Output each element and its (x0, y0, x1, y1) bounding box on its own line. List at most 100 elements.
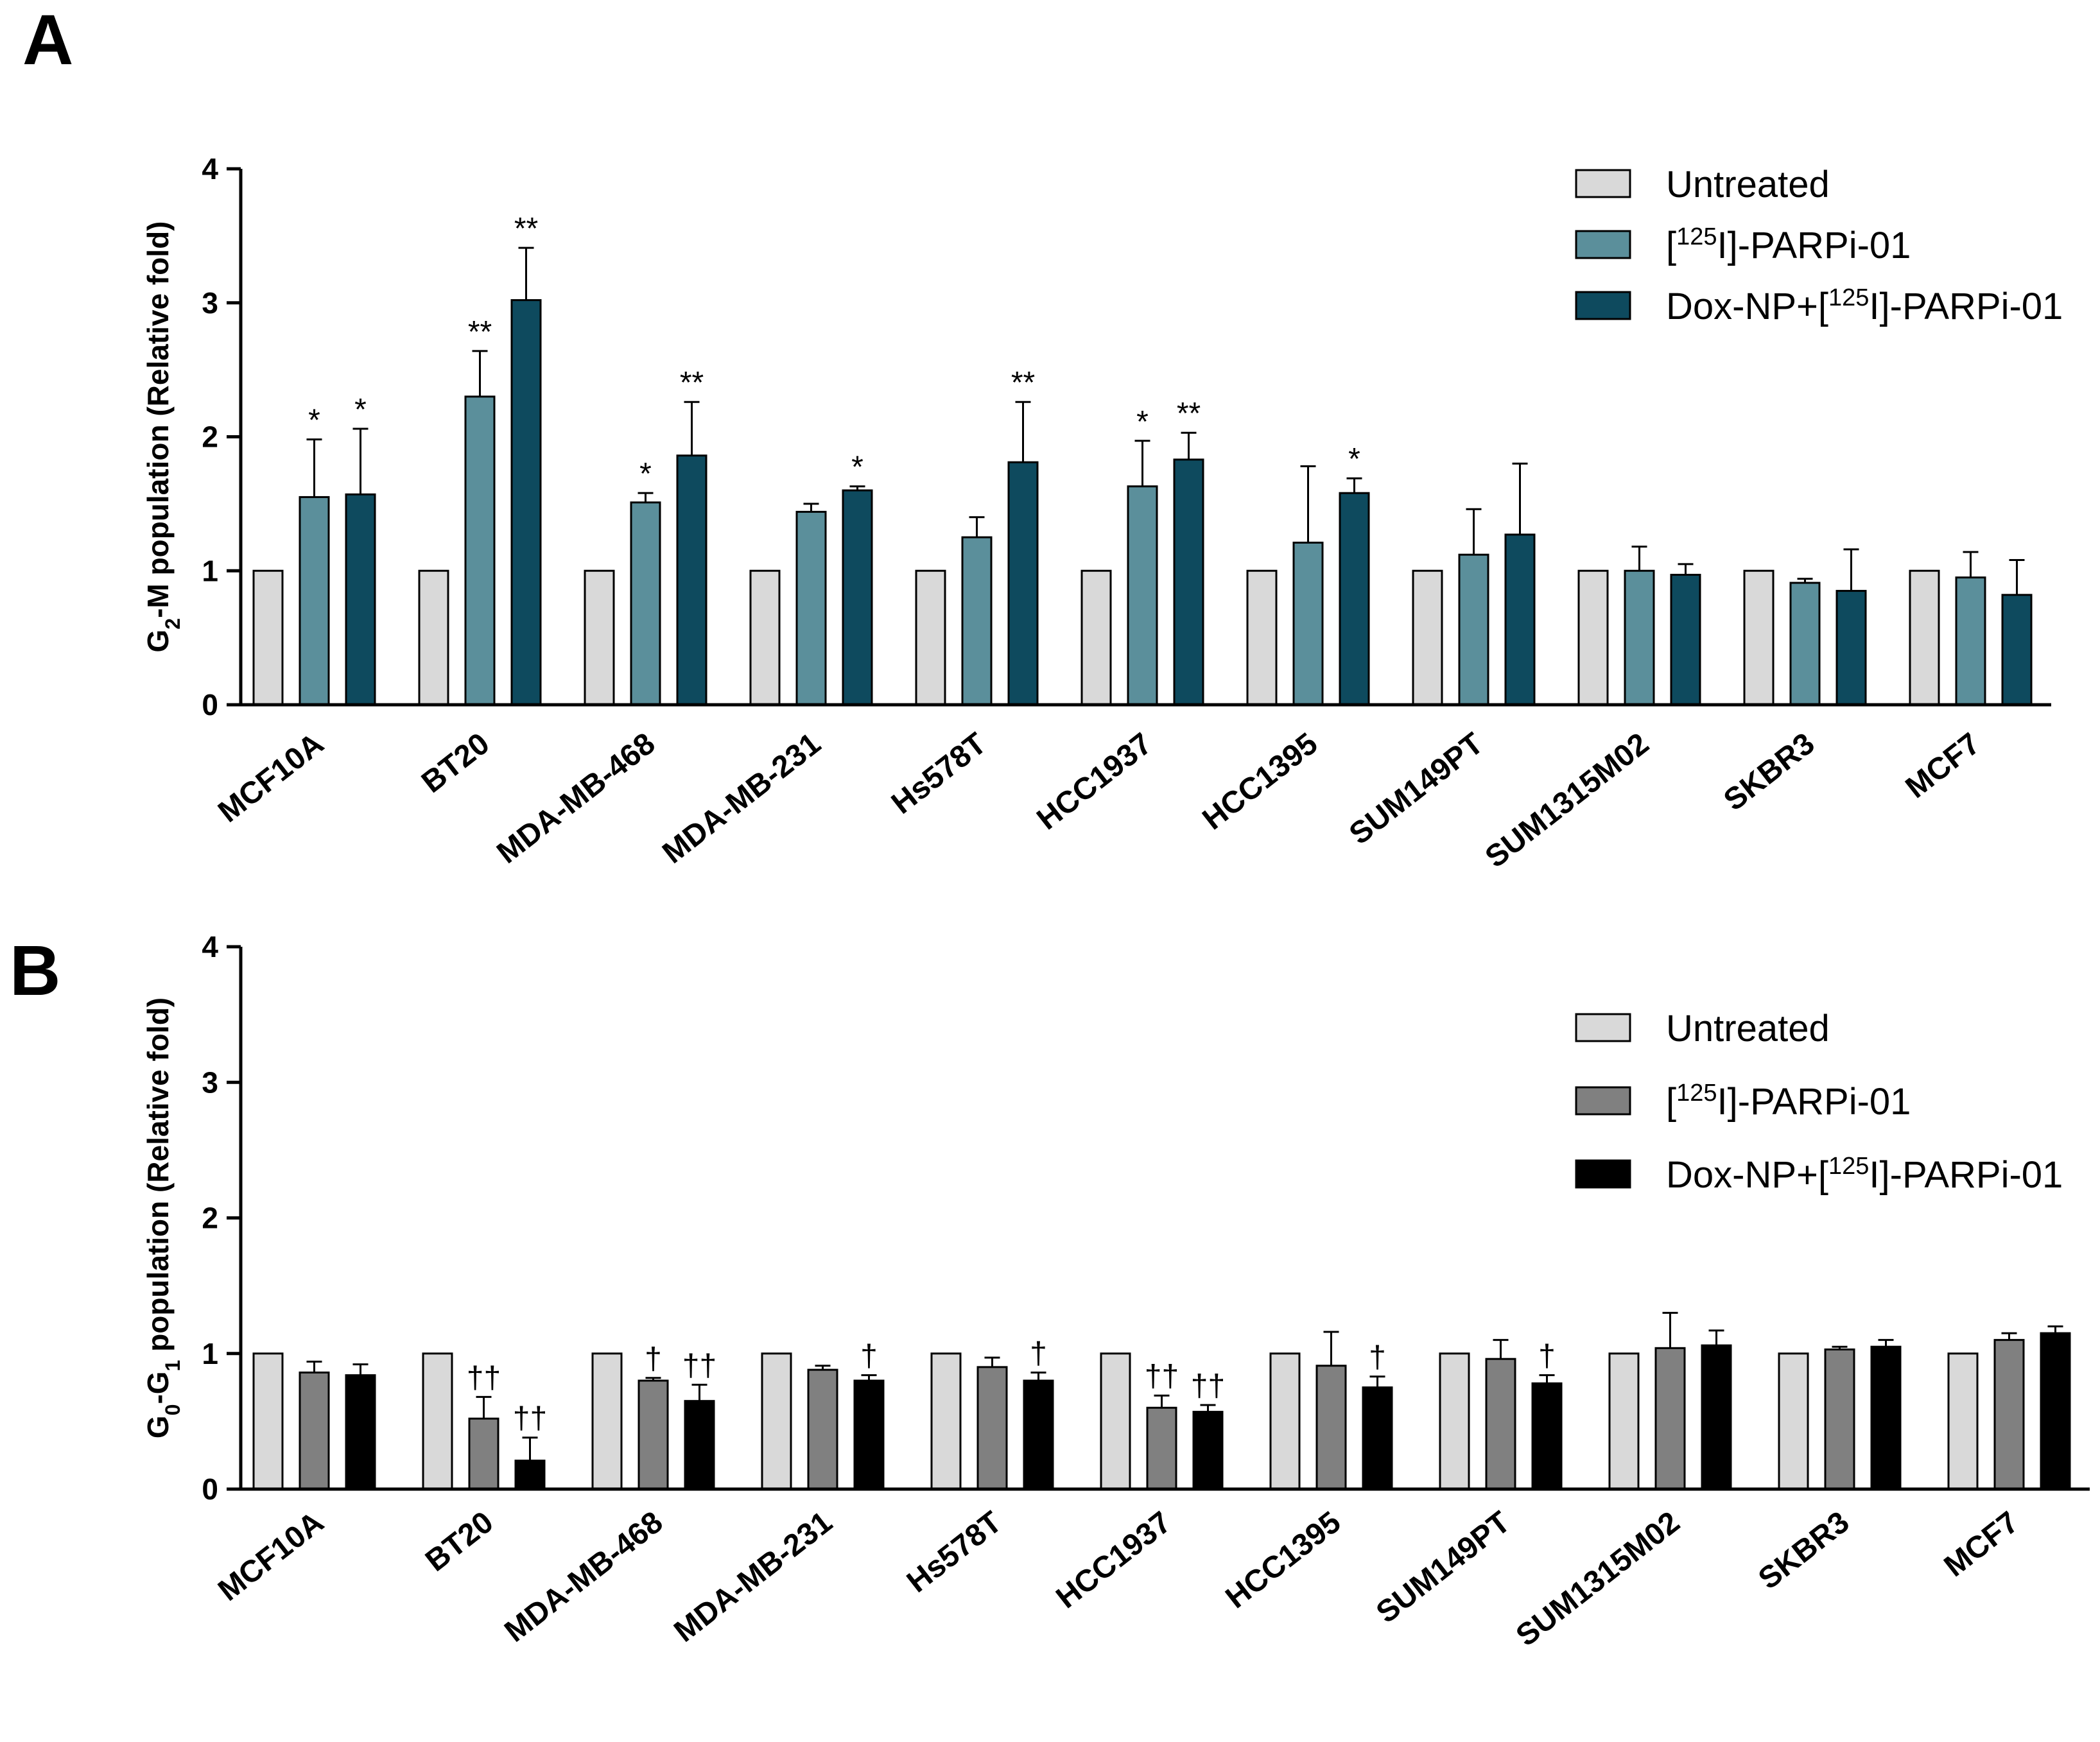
bar (1023, 1379, 1054, 1490)
legend-label: [125I]-PARPi-01 (1666, 223, 1911, 266)
category-label: SKBR3 (1717, 727, 1821, 818)
y-tick-label: 2 (202, 420, 218, 454)
bar (422, 1352, 453, 1490)
bar (1577, 569, 1609, 706)
bar (1701, 1344, 1732, 1490)
significance-mark: † (645, 1342, 662, 1376)
panel-a: A* *MCF10A****BT20***MDA-MB-468*MDA-MB-23… (22, 1, 2063, 875)
bar (1412, 569, 1443, 706)
significance-mark: * (851, 451, 863, 485)
bar (976, 1366, 1008, 1490)
bar (1955, 576, 1986, 706)
y-tick-label: 4 (202, 930, 218, 963)
category-label: MDA-MB-468 (498, 1505, 669, 1649)
bar (1439, 1352, 1470, 1490)
legend-label: [125I]-PARPi-01 (1666, 1080, 1911, 1123)
significance-mark: ** (514, 212, 538, 246)
bar (1269, 1352, 1301, 1490)
bar (795, 510, 827, 706)
category-label: MCF7 (1938, 1505, 2026, 1583)
bar (1362, 1386, 1393, 1490)
panel-label: B (10, 931, 60, 1010)
bar (1654, 1347, 1686, 1490)
bar (514, 1460, 546, 1490)
significance-mark: †† (1191, 1369, 1225, 1403)
significance-mark: ** (680, 366, 704, 400)
bar (252, 569, 284, 706)
significance-mark: †† (467, 1361, 501, 1395)
category-label: HCC1395 (1197, 727, 1324, 837)
y-tick-label: 3 (202, 286, 218, 320)
bar (345, 493, 376, 706)
legend-swatch (1575, 1013, 1631, 1042)
category-label: Hs578T (885, 727, 993, 821)
significance-mark: †† (1145, 1359, 1179, 1393)
category-label: Hs578T (901, 1505, 1008, 1600)
bar (842, 489, 873, 706)
y-tick-label: 4 (202, 152, 218, 185)
bar (1824, 1348, 1855, 1490)
bar (638, 1379, 669, 1490)
bar (1485, 1358, 1516, 1490)
category-label: MDA-MB-231 (668, 1505, 838, 1649)
bar (1100, 1352, 1131, 1490)
bar (1789, 582, 1821, 706)
bar (345, 1374, 376, 1490)
legend-swatch (1575, 230, 1631, 259)
bar (1458, 553, 1489, 706)
category-label: MCF7 (1900, 727, 1987, 805)
bar (749, 569, 781, 706)
significance-mark: * (354, 393, 367, 427)
bar (1608, 1352, 1640, 1490)
bar (1339, 492, 1370, 706)
y-axis-title: G2-M population (Relative fold) (141, 221, 184, 653)
category-label: MCF10A (212, 1505, 330, 1608)
bar (1173, 458, 1204, 706)
category-label: BT20 (419, 1505, 499, 1578)
bar (1315, 1365, 1347, 1490)
bar (853, 1379, 885, 1490)
legend-swatch (1575, 291, 1631, 320)
significance-mark: † (1030, 1336, 1047, 1370)
bar (930, 1352, 962, 1490)
significance-mark: * (639, 457, 652, 491)
category-label: HCC1937 (1050, 1505, 1178, 1616)
bar (584, 569, 615, 706)
bar (684, 1400, 715, 1490)
significance-mark: * (308, 404, 320, 438)
bar (1146, 1406, 1177, 1490)
bar (1670, 574, 1701, 706)
bar (1127, 485, 1158, 706)
panel-label: A (22, 1, 73, 80)
y-tick-label: 0 (202, 688, 218, 721)
y-tick-label: 3 (202, 1065, 218, 1099)
bar (1007, 461, 1039, 706)
category-label: MDA-MB-468 (490, 727, 661, 870)
bar (915, 569, 946, 706)
legend-swatch (1575, 1159, 1631, 1189)
category-label: BT20 (415, 727, 496, 800)
bar (1909, 569, 1940, 706)
significance-mark: †† (682, 1349, 716, 1383)
bar (1080, 569, 1112, 706)
bar (1947, 1352, 1979, 1490)
bar (761, 1352, 792, 1490)
significance-mark: † (860, 1340, 878, 1374)
category-label: HCC1395 (1220, 1505, 1348, 1616)
bar (299, 496, 330, 706)
bar (418, 569, 449, 706)
category-label: SUM149PT (1343, 727, 1489, 852)
bar (2001, 594, 2033, 706)
category-label: MCF10A (212, 727, 330, 829)
bar (1743, 569, 1775, 706)
category-label: SUM1315M02 (1510, 1505, 1686, 1653)
bar (591, 1352, 623, 1490)
bar (1531, 1382, 1563, 1490)
bar (252, 1352, 284, 1490)
category-label: HCC1937 (1031, 727, 1159, 837)
bar (676, 454, 707, 706)
significance-mark: † (1369, 1341, 1386, 1375)
bar (1246, 569, 1278, 706)
